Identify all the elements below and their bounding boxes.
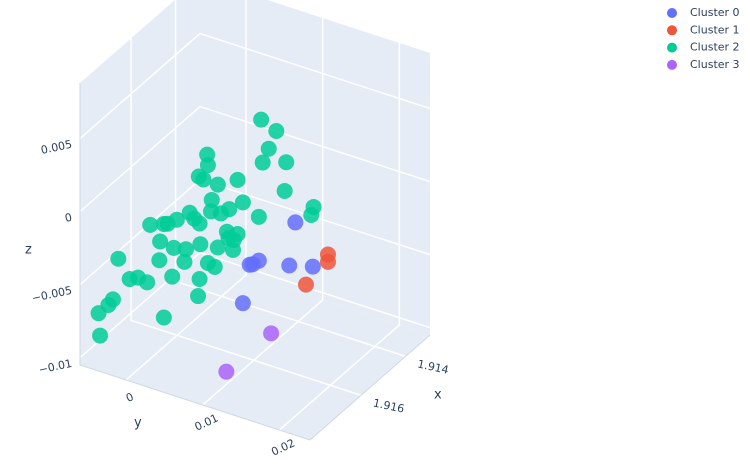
grid-line (202, 18, 324, 406)
point (191, 215, 208, 232)
floor (80, 260, 430, 440)
z-tick-label: −0.005 (31, 284, 74, 305)
point (287, 214, 304, 231)
point (229, 171, 246, 188)
point (152, 233, 169, 250)
y-tick-label: 0 (124, 390, 136, 405)
point (304, 258, 321, 275)
point (155, 309, 172, 326)
grid-line (130, 38, 362, 396)
point (276, 182, 293, 199)
point (203, 191, 220, 208)
legend-marker (667, 25, 677, 36)
point (209, 176, 226, 193)
point (278, 154, 295, 171)
legend-marker (667, 59, 677, 70)
point (297, 276, 314, 293)
grid-line (125, 0, 247, 381)
point (212, 205, 229, 222)
point (229, 225, 246, 242)
point (164, 268, 181, 285)
point (281, 257, 298, 274)
point (177, 241, 194, 258)
point (253, 111, 270, 128)
legend-label: Cluster 0 (690, 6, 740, 19)
point (190, 288, 207, 305)
point (234, 194, 251, 211)
grid-line (278, 43, 401, 431)
point (151, 252, 168, 269)
wall-x (200, 0, 430, 335)
point (268, 122, 285, 139)
x-axis-title: x (434, 388, 442, 403)
point (92, 327, 109, 344)
legend-label: Cluster 1 (690, 23, 740, 36)
point (139, 274, 156, 291)
x-tick-label: 1.914 (416, 358, 450, 377)
point (225, 242, 241, 259)
point (168, 211, 185, 228)
legend-label: Cluster 3 (690, 58, 740, 71)
legend-label: Cluster 2 (690, 41, 740, 54)
point (191, 271, 208, 288)
point (165, 239, 182, 256)
z-tick-label: 0.005 (40, 138, 74, 157)
z-axis-title: z (25, 243, 32, 258)
point (90, 305, 107, 322)
point (195, 171, 212, 188)
legend-marker (667, 42, 677, 53)
point (218, 363, 235, 380)
grid-line (79, 105, 431, 213)
point (303, 206, 320, 223)
axis-line (309, 334, 431, 441)
point (250, 208, 267, 225)
z-tick-label: 0 (64, 211, 74, 225)
legend-marker (667, 8, 677, 18)
y-axis-title: y (134, 416, 142, 431)
point (244, 256, 261, 273)
point (319, 253, 336, 270)
point (142, 216, 159, 233)
point (260, 140, 277, 157)
point (176, 253, 193, 270)
point (199, 157, 216, 174)
grid-line (79, 251, 431, 359)
point (192, 236, 209, 253)
point (254, 154, 271, 171)
axis-line (79, 364, 311, 441)
point (234, 295, 251, 312)
point (263, 325, 280, 342)
point (206, 258, 223, 275)
point (209, 239, 226, 256)
z-tick-label: −0.01 (38, 357, 74, 377)
point (110, 250, 127, 267)
grid-line (79, 32, 431, 140)
y-tick-label: 0.01 (193, 411, 221, 433)
y-tick-label: 0.02 (269, 436, 297, 458)
x-tick-label: 1.916 (372, 396, 406, 415)
